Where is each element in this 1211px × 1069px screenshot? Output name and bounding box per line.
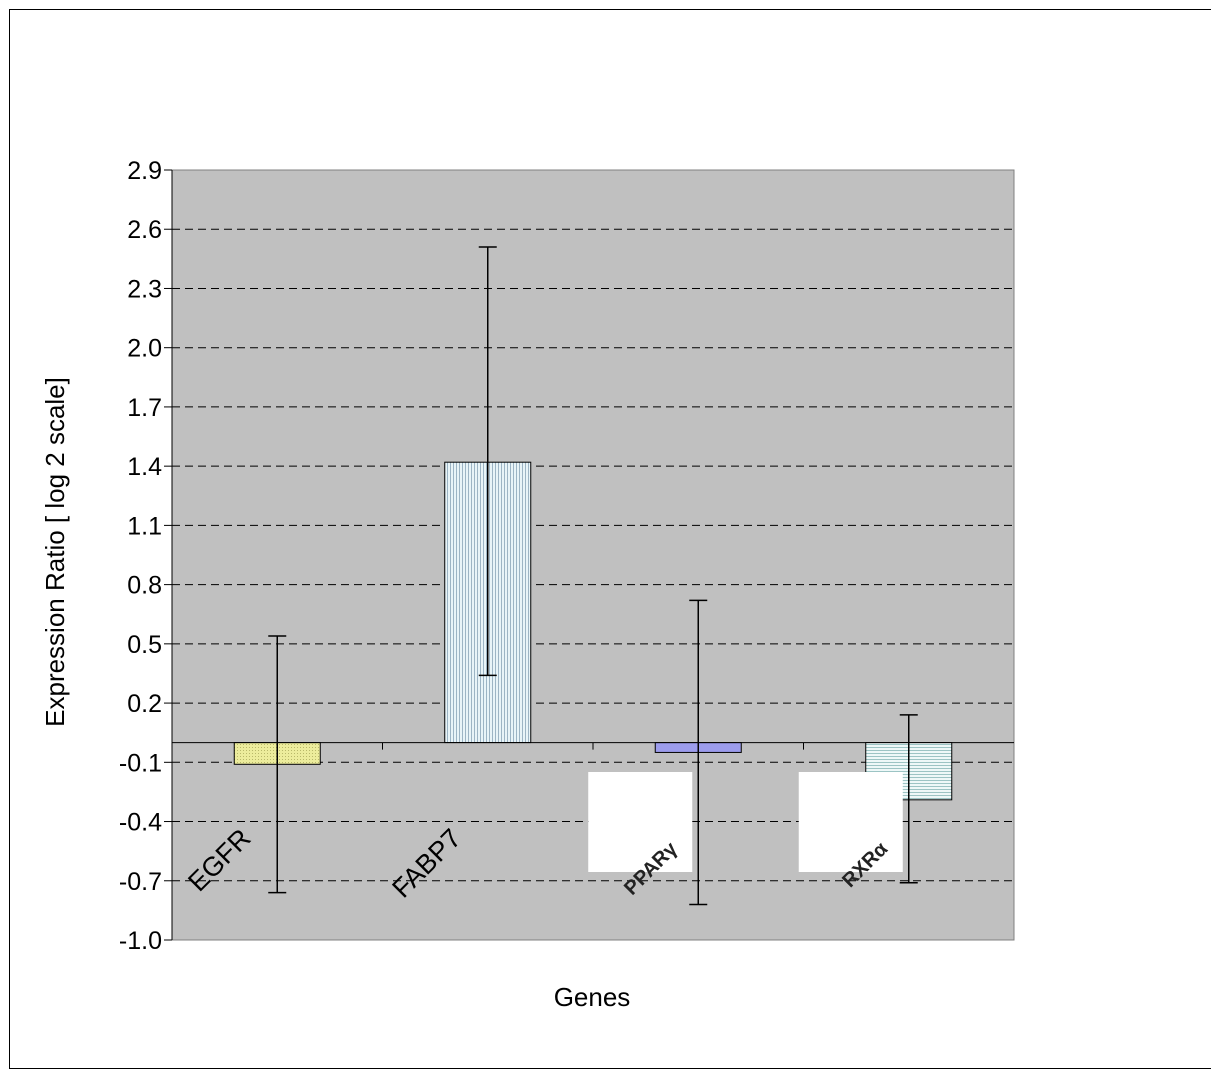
- error-bars: [268, 246, 918, 906]
- y-tick-label: 1.1: [127, 512, 162, 540]
- y-ticks: 2.9 2.6 2.3 2.0 1.7 1.4 1.1 0.8 0.5 0.2 -0.1 -0.4 -0…: [119, 157, 172, 955]
- y-tick-label: 2.6: [127, 216, 162, 244]
- label-backdrop: [798, 772, 903, 872]
- label-backdrop: [588, 772, 693, 872]
- y-tick-label: -1.0: [119, 927, 162, 955]
- y-tick-label: -0.4: [119, 809, 162, 837]
- y-tick-label: 1.7: [127, 394, 162, 422]
- y-tick-label: 2.3: [127, 275, 162, 303]
- y-tick-label: 0.2: [127, 690, 162, 718]
- y-tick-label: 2.0: [127, 335, 162, 363]
- y-tick-label: 1.4: [127, 453, 162, 481]
- x-axis-label: Genes: [554, 982, 631, 1012]
- y-tick-label: -0.7: [119, 868, 162, 896]
- x-ticks: [382, 742, 804, 750]
- y-tick-label: 0.5: [127, 631, 162, 659]
- y-tick-label: 0.8: [127, 572, 162, 600]
- y-tick-label: 2.9: [127, 157, 162, 185]
- y-axis-label: Expression Ratio [ log 2 scale]: [40, 377, 70, 727]
- y-tick-label: -0.1: [119, 749, 162, 777]
- bar-chart: 2.9 2.6 2.3 2.0 1.7 1.4 1.1 0.8 0.5 0.2 -0.1 -0.4 -0…: [40, 157, 1015, 1012]
